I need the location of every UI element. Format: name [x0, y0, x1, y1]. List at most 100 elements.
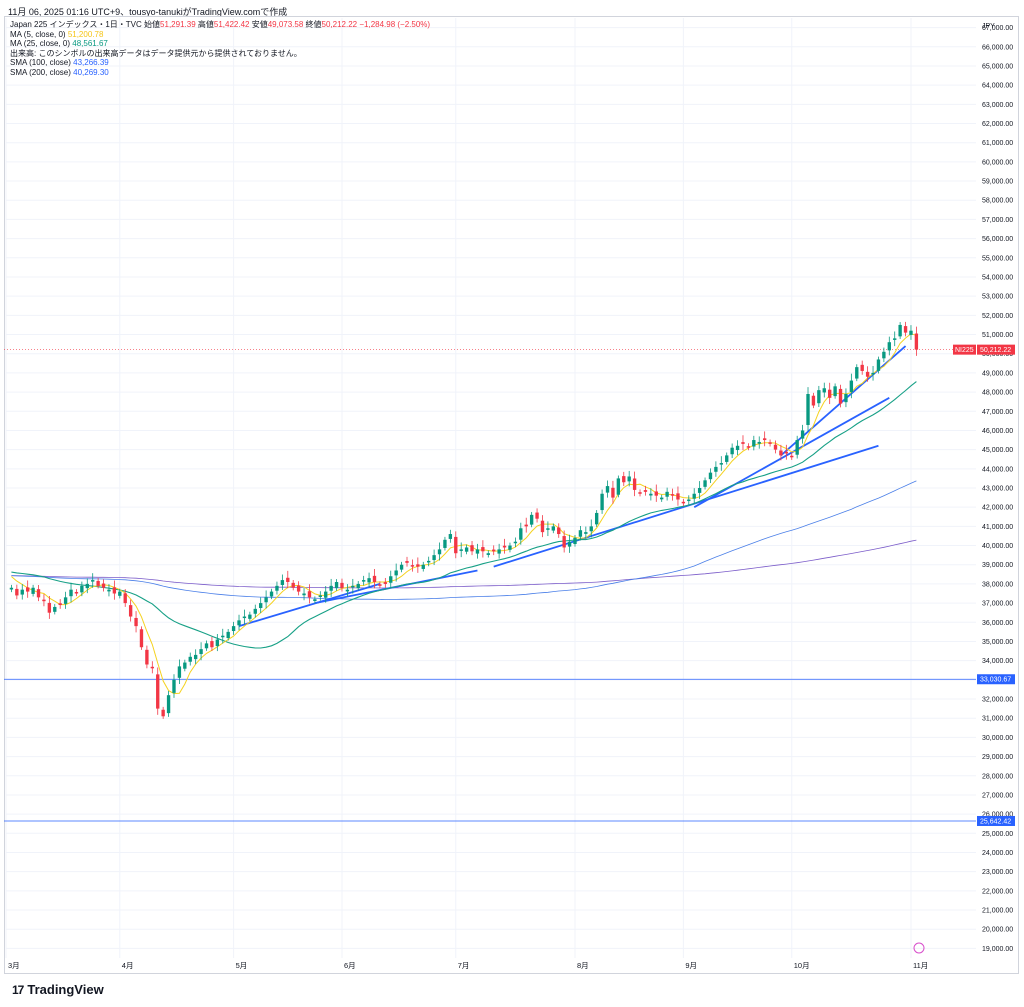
- symbol-tag-label: NI225: [955, 347, 974, 354]
- price-tag-bg: [977, 815, 1015, 826]
- legend-symbol-row: Japan 225 インデックス・1日・TVC 始値51,291.39 高値51…: [10, 20, 430, 30]
- candle-body: [481, 547, 485, 552]
- price-tags: 33,030.67 25,642.42 NI225 50,212.22: [953, 344, 1015, 826]
- candle-body: [405, 561, 409, 563]
- candle-body: [578, 530, 583, 537]
- candle-body: [687, 499, 691, 502]
- candle-body: [725, 455, 729, 462]
- legend-sma100-row[interactable]: SMA (100, close) 43,266.39: [10, 58, 430, 68]
- candle-body: [551, 526, 555, 531]
- candle-body: [828, 389, 832, 398]
- candle-body: [459, 549, 463, 551]
- candle-body: [654, 491, 658, 496]
- candle-body: [730, 447, 734, 455]
- candle-body: [914, 333, 919, 350]
- last-price-tag-label: 50,212.22: [980, 347, 1011, 354]
- tradingview-brand[interactable]: 17 TradingView: [12, 982, 104, 997]
- y-tick-label: 23,000.00: [982, 869, 1013, 876]
- trendline: [693, 397, 890, 508]
- candle-body: [318, 595, 322, 597]
- chart-legend: Japan 225 インデックス・1日・TVC 始値51,291.39 高値51…: [10, 20, 430, 78]
- x-month-label: 3月: [8, 961, 20, 970]
- y-tick-label: 34,000.00: [982, 658, 1013, 665]
- y-tick-label: 36,000.00: [982, 620, 1013, 627]
- y-tick-label: 24,000.00: [982, 850, 1013, 857]
- currency-label: JPY: [982, 23, 995, 30]
- legend-symbol: Japan 225 インデックス・1日・TVC: [10, 20, 142, 29]
- y-tick-label: 29,000.00: [982, 754, 1013, 761]
- y-tick-label: 31,000.00: [982, 716, 1013, 723]
- candle-body: [865, 371, 870, 377]
- y-tick-label: 56,000.00: [982, 236, 1013, 243]
- legend-open-value: 51,291.39: [160, 20, 196, 29]
- sma200-line: [11, 539, 917, 589]
- candle-body: [524, 524, 528, 527]
- candle-body: [697, 488, 702, 493]
- candle-body: [464, 547, 469, 552]
- candle-body: [849, 380, 854, 392]
- candle-body: [584, 532, 588, 534]
- trendline: [780, 345, 907, 457]
- candle-body: [96, 580, 100, 586]
- candle-body: [313, 599, 317, 601]
- horizontal-lines: [4, 349, 976, 822]
- candle-body: [692, 493, 696, 499]
- chart-frame: [4, 16, 1019, 974]
- candle-body: [795, 440, 799, 455]
- candle-body: [324, 591, 328, 598]
- candles-layer: [9, 321, 919, 719]
- candle-body: [128, 605, 133, 617]
- candle-body: [535, 512, 539, 519]
- candle-body: [91, 580, 95, 582]
- candle-body: [909, 330, 913, 335]
- candle-body: [817, 390, 821, 404]
- candle-body: [860, 364, 864, 371]
- candle-body: [427, 560, 431, 563]
- candle-body: [519, 528, 523, 540]
- candle-body: [454, 536, 458, 554]
- y-tick-label: 50,000.00: [982, 351, 1013, 358]
- candle-body: [20, 589, 24, 595]
- candle-body: [237, 620, 241, 626]
- candle-body: [871, 372, 875, 375]
- candle-body: [47, 602, 52, 613]
- candle-body: [844, 394, 848, 403]
- candle-body: [562, 536, 566, 548]
- candle-body: [600, 493, 604, 511]
- legend-ma25-row[interactable]: MA (25, close, 0) 48,561.67: [10, 39, 430, 49]
- last-price-tag-bg: [977, 344, 1015, 355]
- legend-ma5-value: 51,200.78: [67, 29, 104, 39]
- y-tick-label: 63,000.00: [982, 102, 1013, 109]
- candle-body: [269, 591, 274, 597]
- candle-body: [36, 589, 41, 598]
- ma25-line: [11, 381, 917, 649]
- candle-body: [334, 582, 339, 589]
- y-tick-label: 26,000.00: [982, 812, 1013, 819]
- y-tick-label: 19,000.00: [982, 946, 1013, 953]
- legend-ma25-value: 48,561.67: [72, 39, 108, 49]
- legend-change-value: −1,284.98 (−2.50%): [359, 20, 431, 29]
- candle-body: [540, 520, 545, 533]
- candle-body: [345, 589, 350, 592]
- legend-low-value: 49,073.58: [267, 20, 304, 29]
- candle-body: [259, 603, 263, 608]
- x-month-label: 11月: [913, 961, 928, 970]
- sma100-line: [11, 480, 917, 600]
- candle-body: [632, 478, 637, 490]
- candle-body: [492, 549, 496, 552]
- y-tick-label: 52,000.00: [982, 313, 1013, 320]
- candle-body: [253, 608, 257, 614]
- candle-body: [432, 555, 436, 561]
- legend-ma5-row[interactable]: MA (5, close, 0) 51,200.78: [10, 30, 430, 40]
- y-axis: 19,000.00 20,000.00 21,000.00 22,000.00 23,0…: [982, 23, 1013, 953]
- y-tick-label: 53,000.00: [982, 294, 1013, 301]
- candle-body: [882, 351, 886, 359]
- legend-low-label: 安値: [251, 20, 268, 29]
- legend-sma200-row[interactable]: SMA (200, close) 40,269.30: [10, 68, 430, 78]
- candle-body: [703, 480, 707, 487]
- candle-body: [286, 577, 290, 582]
- y-tick-label: 54,000.00: [982, 274, 1013, 281]
- candle-body: [183, 662, 187, 669]
- y-tick-label: 42,000.00: [982, 505, 1013, 512]
